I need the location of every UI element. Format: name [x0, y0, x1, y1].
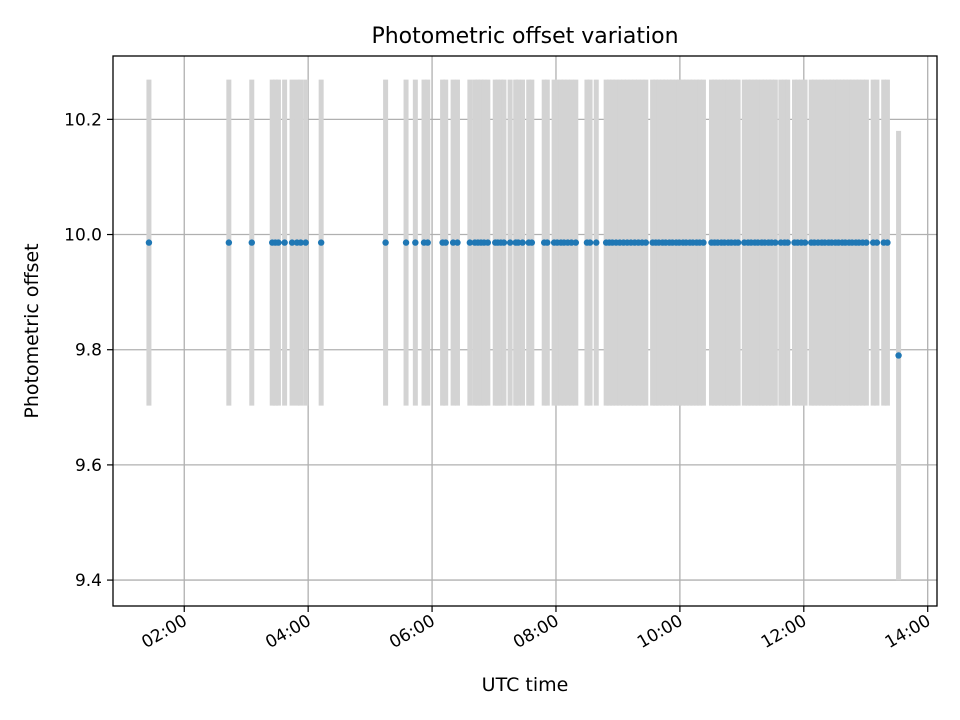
data-point — [801, 239, 809, 246]
data-point — [402, 239, 410, 246]
data-point — [288, 239, 296, 246]
y-tick-label: 10.0 — [64, 226, 102, 246]
data-point — [442, 239, 449, 246]
data-point — [642, 239, 650, 246]
data-point — [873, 239, 881, 246]
x-axis-label: UTC time — [482, 674, 569, 696]
y-tick-label: 9.4 — [75, 571, 102, 591]
data-point — [572, 239, 580, 246]
data-point — [281, 239, 288, 246]
data-point — [275, 239, 282, 246]
y-tick-label: 10.2 — [64, 110, 102, 130]
data-point — [734, 239, 742, 246]
plot-frame — [112, 55, 938, 607]
data-point — [225, 239, 233, 246]
data-point — [519, 239, 526, 246]
y-tick-label: 9.8 — [75, 341, 102, 361]
y-tick-label: 9.6 — [75, 456, 102, 476]
chart-title: Photometric offset variation — [371, 24, 678, 49]
data-point — [317, 239, 325, 246]
data-point — [466, 239, 474, 246]
data-point — [454, 239, 461, 246]
data-point — [544, 239, 551, 246]
data-point — [297, 239, 304, 246]
data-point — [382, 239, 389, 246]
data-point — [424, 239, 431, 246]
data-point — [412, 239, 419, 246]
data-point — [593, 239, 600, 246]
data-point — [863, 239, 870, 246]
data-point — [506, 239, 514, 246]
data-point — [700, 239, 707, 246]
data-point — [884, 239, 891, 246]
data-point — [145, 239, 153, 246]
data-point — [772, 239, 779, 246]
data-point — [484, 239, 492, 246]
data-point — [586, 239, 594, 246]
data-point — [528, 239, 536, 246]
y-axis-label: Photometric offset — [21, 243, 43, 418]
data-point — [248, 239, 255, 246]
data-points — [145, 239, 902, 359]
data-point — [784, 239, 791, 246]
data-point — [895, 352, 902, 359]
data-point — [500, 239, 508, 246]
data-point — [302, 239, 309, 246]
